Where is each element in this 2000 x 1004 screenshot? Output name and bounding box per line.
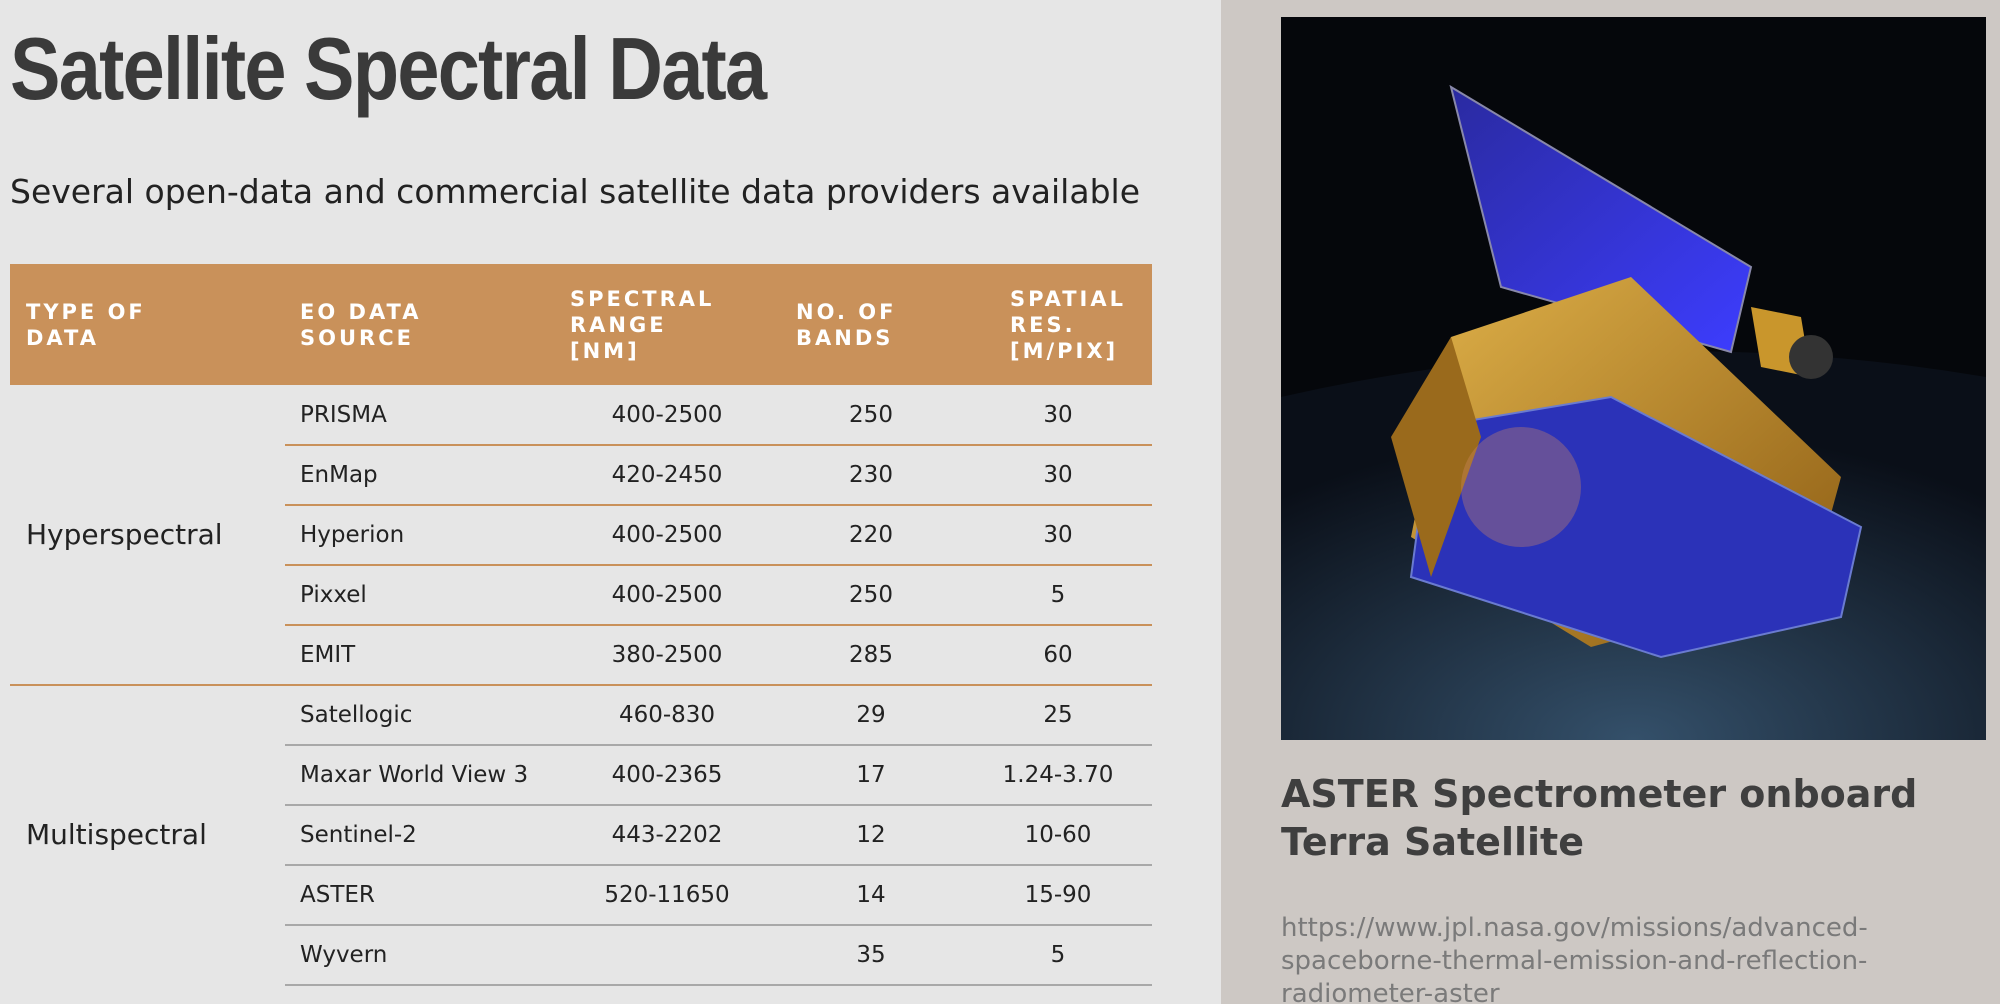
- range-cell: 460-830: [618, 702, 716, 728]
- res-cell: 10-60: [1024, 822, 1092, 848]
- column-header: SPATIAL RES. [M/PIX]: [1010, 286, 1126, 363]
- source-cell: ASTER: [300, 882, 375, 908]
- caption-line: ASTER Spectrometer onboard: [1281, 772, 1918, 816]
- bands-cell: 285: [849, 642, 893, 668]
- bands-cell: 17: [856, 762, 886, 788]
- res-cell: 1.24-3.70: [1002, 762, 1114, 788]
- bands-cell: 230: [849, 462, 893, 488]
- row-divider: [10, 684, 1152, 686]
- caption-line: Terra Satellite: [1281, 820, 1584, 864]
- source-cell: EMIT: [300, 642, 356, 668]
- source-cell: Satellogic: [300, 702, 413, 728]
- range-cell: 400-2500: [611, 582, 723, 608]
- bands-cell: 220: [849, 522, 893, 548]
- row-divider: [285, 504, 1152, 506]
- bands-cell: 250: [849, 402, 893, 428]
- source-cell: Sentinel-2: [300, 822, 417, 848]
- range-cell: 400-2500: [611, 402, 723, 428]
- res-cell: 30: [1043, 522, 1073, 548]
- title: Satellite Spectral Data: [10, 19, 767, 118]
- res-cell: 15-90: [1024, 882, 1092, 908]
- table-header: TYPE OF DATA EO DATA SOURCE SPECTRAL RANGE…: [10, 264, 1152, 385]
- row-divider: [285, 924, 1152, 926]
- res-cell: 30: [1043, 402, 1073, 428]
- source-cell: Hyperion: [300, 522, 405, 548]
- column-header: TYPE OF DATA: [26, 299, 146, 350]
- range-cell: 400-2500: [611, 522, 723, 548]
- bands-cell: 250: [849, 582, 893, 608]
- subtitle: Several open-data and commercial satelli…: [10, 172, 1140, 211]
- bands-cell: 29: [856, 702, 886, 728]
- source-cell: Maxar World View 3: [300, 762, 529, 788]
- source-cell: Pixxel: [300, 582, 367, 608]
- range-cell: 443-2202: [611, 822, 723, 848]
- source-cell: PRISMA: [300, 402, 387, 428]
- range-cell: 400-2365: [611, 762, 723, 788]
- row-divider: [285, 864, 1152, 866]
- type-cell: Hyperspectral: [26, 518, 223, 551]
- type-cell: Multispectral: [26, 818, 207, 851]
- column-header: SPECTRAL RANGE [NM]: [570, 286, 715, 363]
- column-header: NO. OF BANDS: [796, 299, 897, 350]
- column-header: EO DATA SOURCE: [300, 299, 422, 350]
- res-cell: 60: [1043, 642, 1073, 668]
- satellite-image: [1281, 17, 1986, 740]
- source-cell: EnMap: [300, 462, 378, 488]
- res-cell: 5: [1050, 942, 1066, 968]
- range-cell: 420-2450: [611, 462, 723, 488]
- source-cell: Wyvern: [300, 942, 388, 968]
- row-divider: [285, 804, 1152, 806]
- caption: ASTER Spectrometer onboard Terra Satellit…: [1281, 770, 1917, 866]
- res-cell: 5: [1050, 582, 1066, 608]
- bands-cell: 35: [856, 942, 886, 968]
- row-divider: [285, 444, 1152, 446]
- bands-cell: 14: [856, 882, 886, 908]
- row-divider: [285, 564, 1152, 566]
- range-cell: 380-2500: [611, 642, 723, 668]
- source-url: https://www.jpl.nasa.gov/missions/advanc…: [1281, 913, 1868, 1004]
- res-cell: 25: [1043, 702, 1073, 728]
- row-divider: [285, 984, 1152, 986]
- bands-cell: 12: [856, 822, 886, 848]
- range-cell: 520-11650: [604, 882, 730, 908]
- row-divider: [285, 744, 1152, 746]
- row-divider: [285, 624, 1152, 626]
- res-cell: 30: [1043, 462, 1073, 488]
